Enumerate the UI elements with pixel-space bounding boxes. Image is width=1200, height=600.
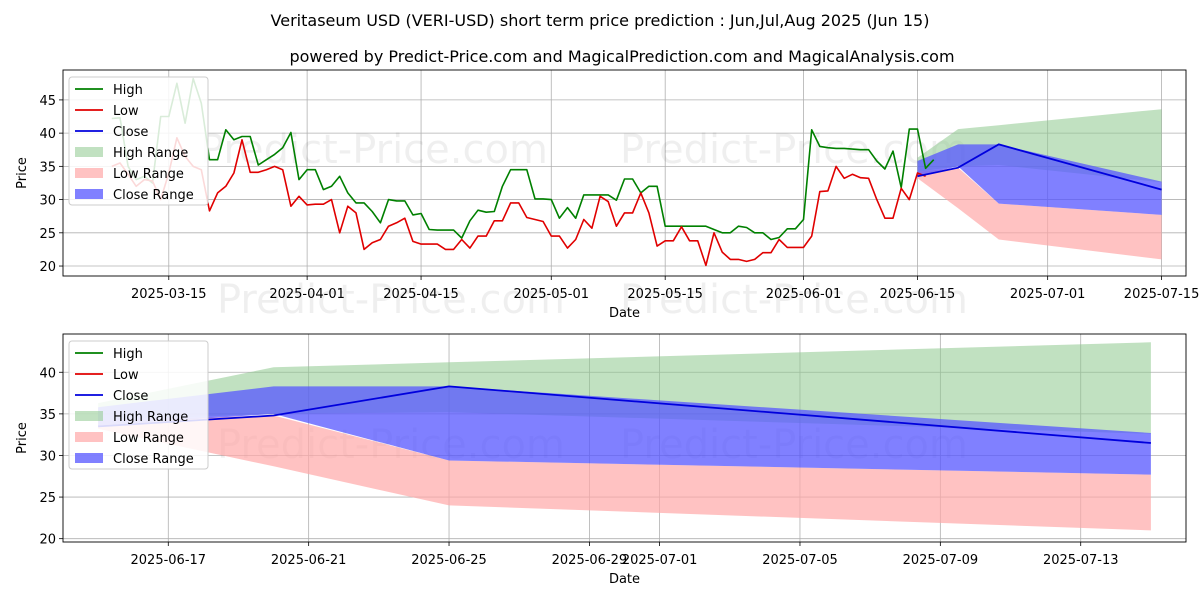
y-tick-label: 20 <box>39 260 56 275</box>
watermark-text: Predict-Price.com <box>200 127 548 173</box>
x-tick-label: 2025-07-05 <box>762 553 838 568</box>
y-tick-label: 25 <box>39 227 56 242</box>
x-tick-label: 2025-04-01 <box>269 287 345 302</box>
x-tick-label: 2025-03-15 <box>131 287 207 302</box>
y-tick-label: 30 <box>39 449 56 464</box>
legend-low-label: Low <box>113 368 139 383</box>
x-axis-label: Date <box>609 572 640 587</box>
legend-high-range-label: High Range <box>113 146 188 161</box>
legend-low-range-swatch <box>75 168 103 178</box>
x-tick-label: 2025-07-15 <box>1124 287 1200 302</box>
legend-close-range-swatch <box>75 453 103 463</box>
high-series-line <box>111 77 935 241</box>
y-tick-label: 40 <box>39 127 56 142</box>
x-tick-label: 2025-06-01 <box>766 287 842 302</box>
x-tick-label: 2025-07-01 <box>1010 287 1086 302</box>
x-tick-label: 2025-04-15 <box>383 287 459 302</box>
x-tick-label: 2025-07-09 <box>903 553 979 568</box>
y-tick-label: 45 <box>39 94 56 109</box>
y-tick-label: 35 <box>39 408 56 423</box>
legend-high-label: High <box>113 347 143 362</box>
legend-high-range-label: High Range <box>113 410 188 425</box>
legend-box <box>68 340 209 470</box>
plot-area <box>98 342 1151 531</box>
y-tick-label: 35 <box>39 160 56 175</box>
x-tick-label: 2025-06-25 <box>411 553 487 568</box>
legend-low-label: Low <box>113 104 139 119</box>
x-tick-label: 2025-06-21 <box>271 553 347 568</box>
x-tick-label: 2025-06-29 <box>552 553 628 568</box>
legend-close-range-label: Close Range <box>113 452 194 467</box>
y-axis-label: Price <box>15 422 30 454</box>
x-tick-label: 2025-07-13 <box>1043 553 1119 568</box>
legend-low-range-label: Low Range <box>113 431 184 446</box>
axes-frame <box>62 69 1187 277</box>
legend-high-range-swatch <box>75 411 103 421</box>
low-series-line <box>111 137 926 267</box>
legend-close-label: Close <box>113 389 148 404</box>
y-tick-label: 25 <box>39 491 56 506</box>
close-range-band <box>98 386 1151 475</box>
x-tick-label: 2025-06-15 <box>880 287 956 302</box>
x-axis-label: Date <box>609 306 640 321</box>
legend-close-range-label: Close Range <box>113 188 194 203</box>
low-range-band <box>917 167 1162 260</box>
watermark-text: Predict-Price.com <box>217 277 565 323</box>
close-range-band <box>917 144 1162 215</box>
legend-close-label: Close <box>113 125 148 140</box>
x-tick-label: 2025-05-15 <box>627 287 703 302</box>
y-tick-label: 40 <box>39 366 56 381</box>
y-tick-label: 20 <box>39 533 56 548</box>
legend-low-range-label: Low Range <box>113 167 184 182</box>
watermark-text: Predict-Price.com <box>620 277 968 323</box>
y-axis-label: Price <box>15 157 30 189</box>
plot-area <box>111 77 1162 267</box>
legend-high-label: High <box>113 83 143 98</box>
x-tick-label: 2025-07-01 <box>622 553 698 568</box>
chart-title: Veritaseum USD (VERI-USD) short term pri… <box>271 11 930 30</box>
axes-frame <box>62 333 1187 543</box>
legend-box <box>68 76 209 206</box>
watermark-text: Predict-Price.com <box>620 127 968 173</box>
panel-1: 20 25 30 35 40 45 2025-03-15 2025-04-01 2025-04-… <box>15 69 1200 323</box>
legend-low-range-swatch <box>75 432 103 442</box>
chart-subtitle: powered by Predict-Price.com and Magical… <box>289 47 954 66</box>
close-series-line <box>917 143 1162 191</box>
legend-close-range-swatch <box>75 189 103 199</box>
low-range-band <box>98 415 1151 531</box>
y-tick-label: 30 <box>39 194 56 209</box>
panel-2: 20 25 30 35 40 2025-06-17 2025-06-21 2025-06-25… <box>15 333 1187 587</box>
x-tick-label: 2025-05-01 <box>513 287 589 302</box>
x-tick-label: 2025-06-17 <box>131 553 207 568</box>
legend-high-range-swatch <box>75 147 103 157</box>
